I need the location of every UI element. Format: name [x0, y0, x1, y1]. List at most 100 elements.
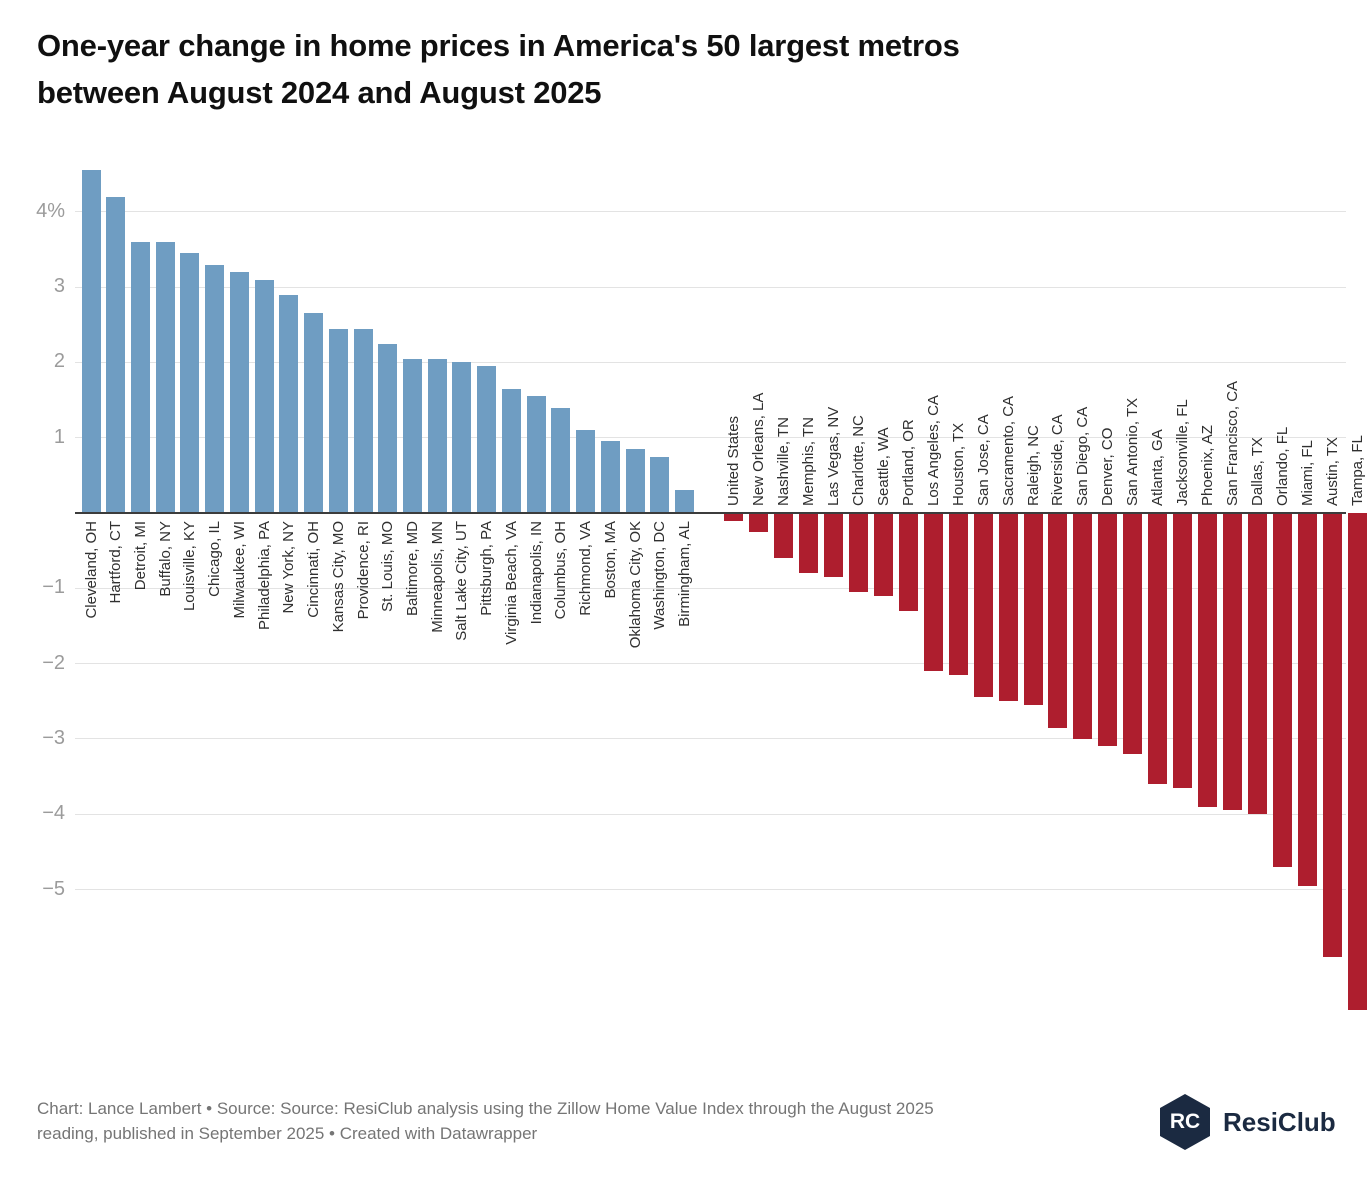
bar-label: Atlanta, GA — [1149, 429, 1167, 506]
bar-label: Seattle, WA — [874, 427, 892, 506]
bar — [1023, 513, 1043, 705]
resiclub-logo: RC ResiClub — [1160, 1094, 1336, 1150]
bar — [1048, 513, 1068, 728]
bar-label: Oklahoma City, OK — [626, 521, 644, 649]
bar — [81, 170, 101, 513]
bar — [254, 279, 274, 513]
y-axis-tick: −5 — [42, 877, 65, 900]
y-axis-tick: −1 — [42, 576, 65, 599]
bar-label: Houston, TX — [949, 422, 967, 506]
bar-label: Tampa, FL — [1349, 435, 1366, 506]
gridline — [75, 286, 1346, 288]
bar — [625, 448, 645, 513]
bar-label: Boston, MA — [601, 521, 619, 599]
gridline — [75, 813, 1346, 815]
bar — [823, 513, 843, 577]
bar-label: Salt Lake City, UT — [453, 521, 471, 641]
page-title-line1: One-year change in home prices in Americ… — [37, 28, 960, 63]
bar-label: Louisville, KY — [181, 521, 199, 612]
bar — [180, 253, 200, 513]
gridline — [75, 211, 1346, 213]
bar — [724, 513, 743, 521]
bar-label: San Francisco, CA — [1224, 380, 1242, 506]
bar — [1173, 513, 1193, 788]
chart-credit: Chart: Lance Lambert • Source: Source: R… — [37, 1096, 934, 1146]
bar-label: Los Angeles, CA — [924, 395, 942, 506]
bar-label: Jacksonville, FL — [1174, 399, 1192, 506]
bar — [675, 490, 695, 513]
gridline — [75, 361, 1346, 363]
bar — [1098, 513, 1118, 747]
bar-label: Kansas City, MO — [329, 521, 347, 633]
bar-label: New Orleans, LA — [749, 392, 767, 506]
bar-label: Hartford, CT — [107, 521, 125, 604]
bar — [328, 328, 348, 513]
bar — [501, 388, 521, 513]
y-axis-tick: −3 — [42, 726, 65, 749]
bar-chart: 4% 3 2 1 −1 −2 −3 −4 −5 Cleveland, OH Hartford, CT… — [36, 170, 1367, 1010]
bar — [477, 366, 497, 513]
bar — [898, 513, 918, 611]
bar-label: Sacramento, CA — [999, 395, 1017, 506]
bar-label: San Antonio, TX — [1124, 397, 1142, 506]
bar — [205, 264, 225, 513]
bar — [773, 513, 793, 559]
bar-label: Philadelphia, PA — [255, 521, 273, 630]
bar-label: San Diego, CA — [1074, 406, 1092, 506]
bar — [923, 513, 943, 672]
bar — [873, 513, 893, 596]
bar-label: Dallas, TX — [1249, 437, 1267, 506]
bar — [998, 513, 1018, 702]
bar — [1273, 513, 1293, 867]
bar — [452, 362, 472, 513]
bar-label: Baltimore, MD — [403, 521, 421, 617]
bar-label: New York, NY — [280, 521, 298, 614]
gridline — [75, 663, 1346, 665]
bar — [1348, 513, 1367, 1010]
bar-label: St. Louis, MO — [379, 521, 397, 612]
bar — [353, 328, 373, 513]
bar-label: Buffalo, NY — [156, 521, 174, 597]
bar-label: Cincinnati, OH — [305, 521, 323, 618]
bar — [848, 513, 868, 593]
bar-label: Milwaukee, WI — [230, 521, 248, 619]
bar — [1198, 513, 1218, 807]
bar — [948, 513, 968, 675]
bar — [279, 294, 299, 513]
page-title-line2: between August 2024 and August 2025 — [37, 75, 602, 110]
gridline — [75, 437, 1346, 439]
resiclub-hexagon-icon: RC — [1160, 1094, 1210, 1150]
bar-label: Detroit, MI — [131, 521, 149, 591]
bar-label: Portland, OR — [899, 419, 917, 506]
bar-label: Providence, RI — [354, 521, 372, 620]
bar-label: Indianapolis, IN — [527, 521, 545, 625]
bar-label: Cleveland, OH — [82, 521, 100, 619]
bar — [526, 396, 546, 513]
y-axis-tick: −4 — [42, 802, 65, 825]
bar — [650, 456, 670, 513]
bar-label: Columbus, OH — [552, 521, 570, 620]
page-title: One-year change in home prices in Americ… — [37, 22, 1287, 116]
y-axis-tick: −2 — [42, 651, 65, 674]
bar-label: Raleigh, NC — [1024, 425, 1042, 506]
bar-label: Charlotte, NC — [849, 415, 867, 506]
gridline — [75, 738, 1346, 740]
bar-label: Birmingham, AL — [676, 521, 694, 627]
chart-credit-line2: reading, published in September 2025 • C… — [37, 1124, 538, 1143]
bar — [1148, 513, 1168, 785]
bar — [427, 358, 447, 513]
resiclub-monogram: RC — [1169, 1110, 1201, 1133]
bar-label: Austin, TX — [1324, 437, 1342, 506]
bar-label: Nashville, TN — [774, 417, 792, 506]
y-axis-tick: 3 — [53, 275, 65, 298]
bar-label: Washington, DC — [651, 521, 669, 630]
bar — [748, 513, 768, 532]
bar — [1323, 513, 1343, 958]
bar-label: Virginia Beach, VA — [502, 521, 520, 645]
chart-credit-line1: Chart: Lance Lambert • Source: Source: R… — [37, 1099, 934, 1118]
bar — [304, 313, 324, 513]
bar — [1123, 513, 1143, 754]
bar-label: United States — [725, 415, 742, 506]
bar — [551, 407, 571, 513]
